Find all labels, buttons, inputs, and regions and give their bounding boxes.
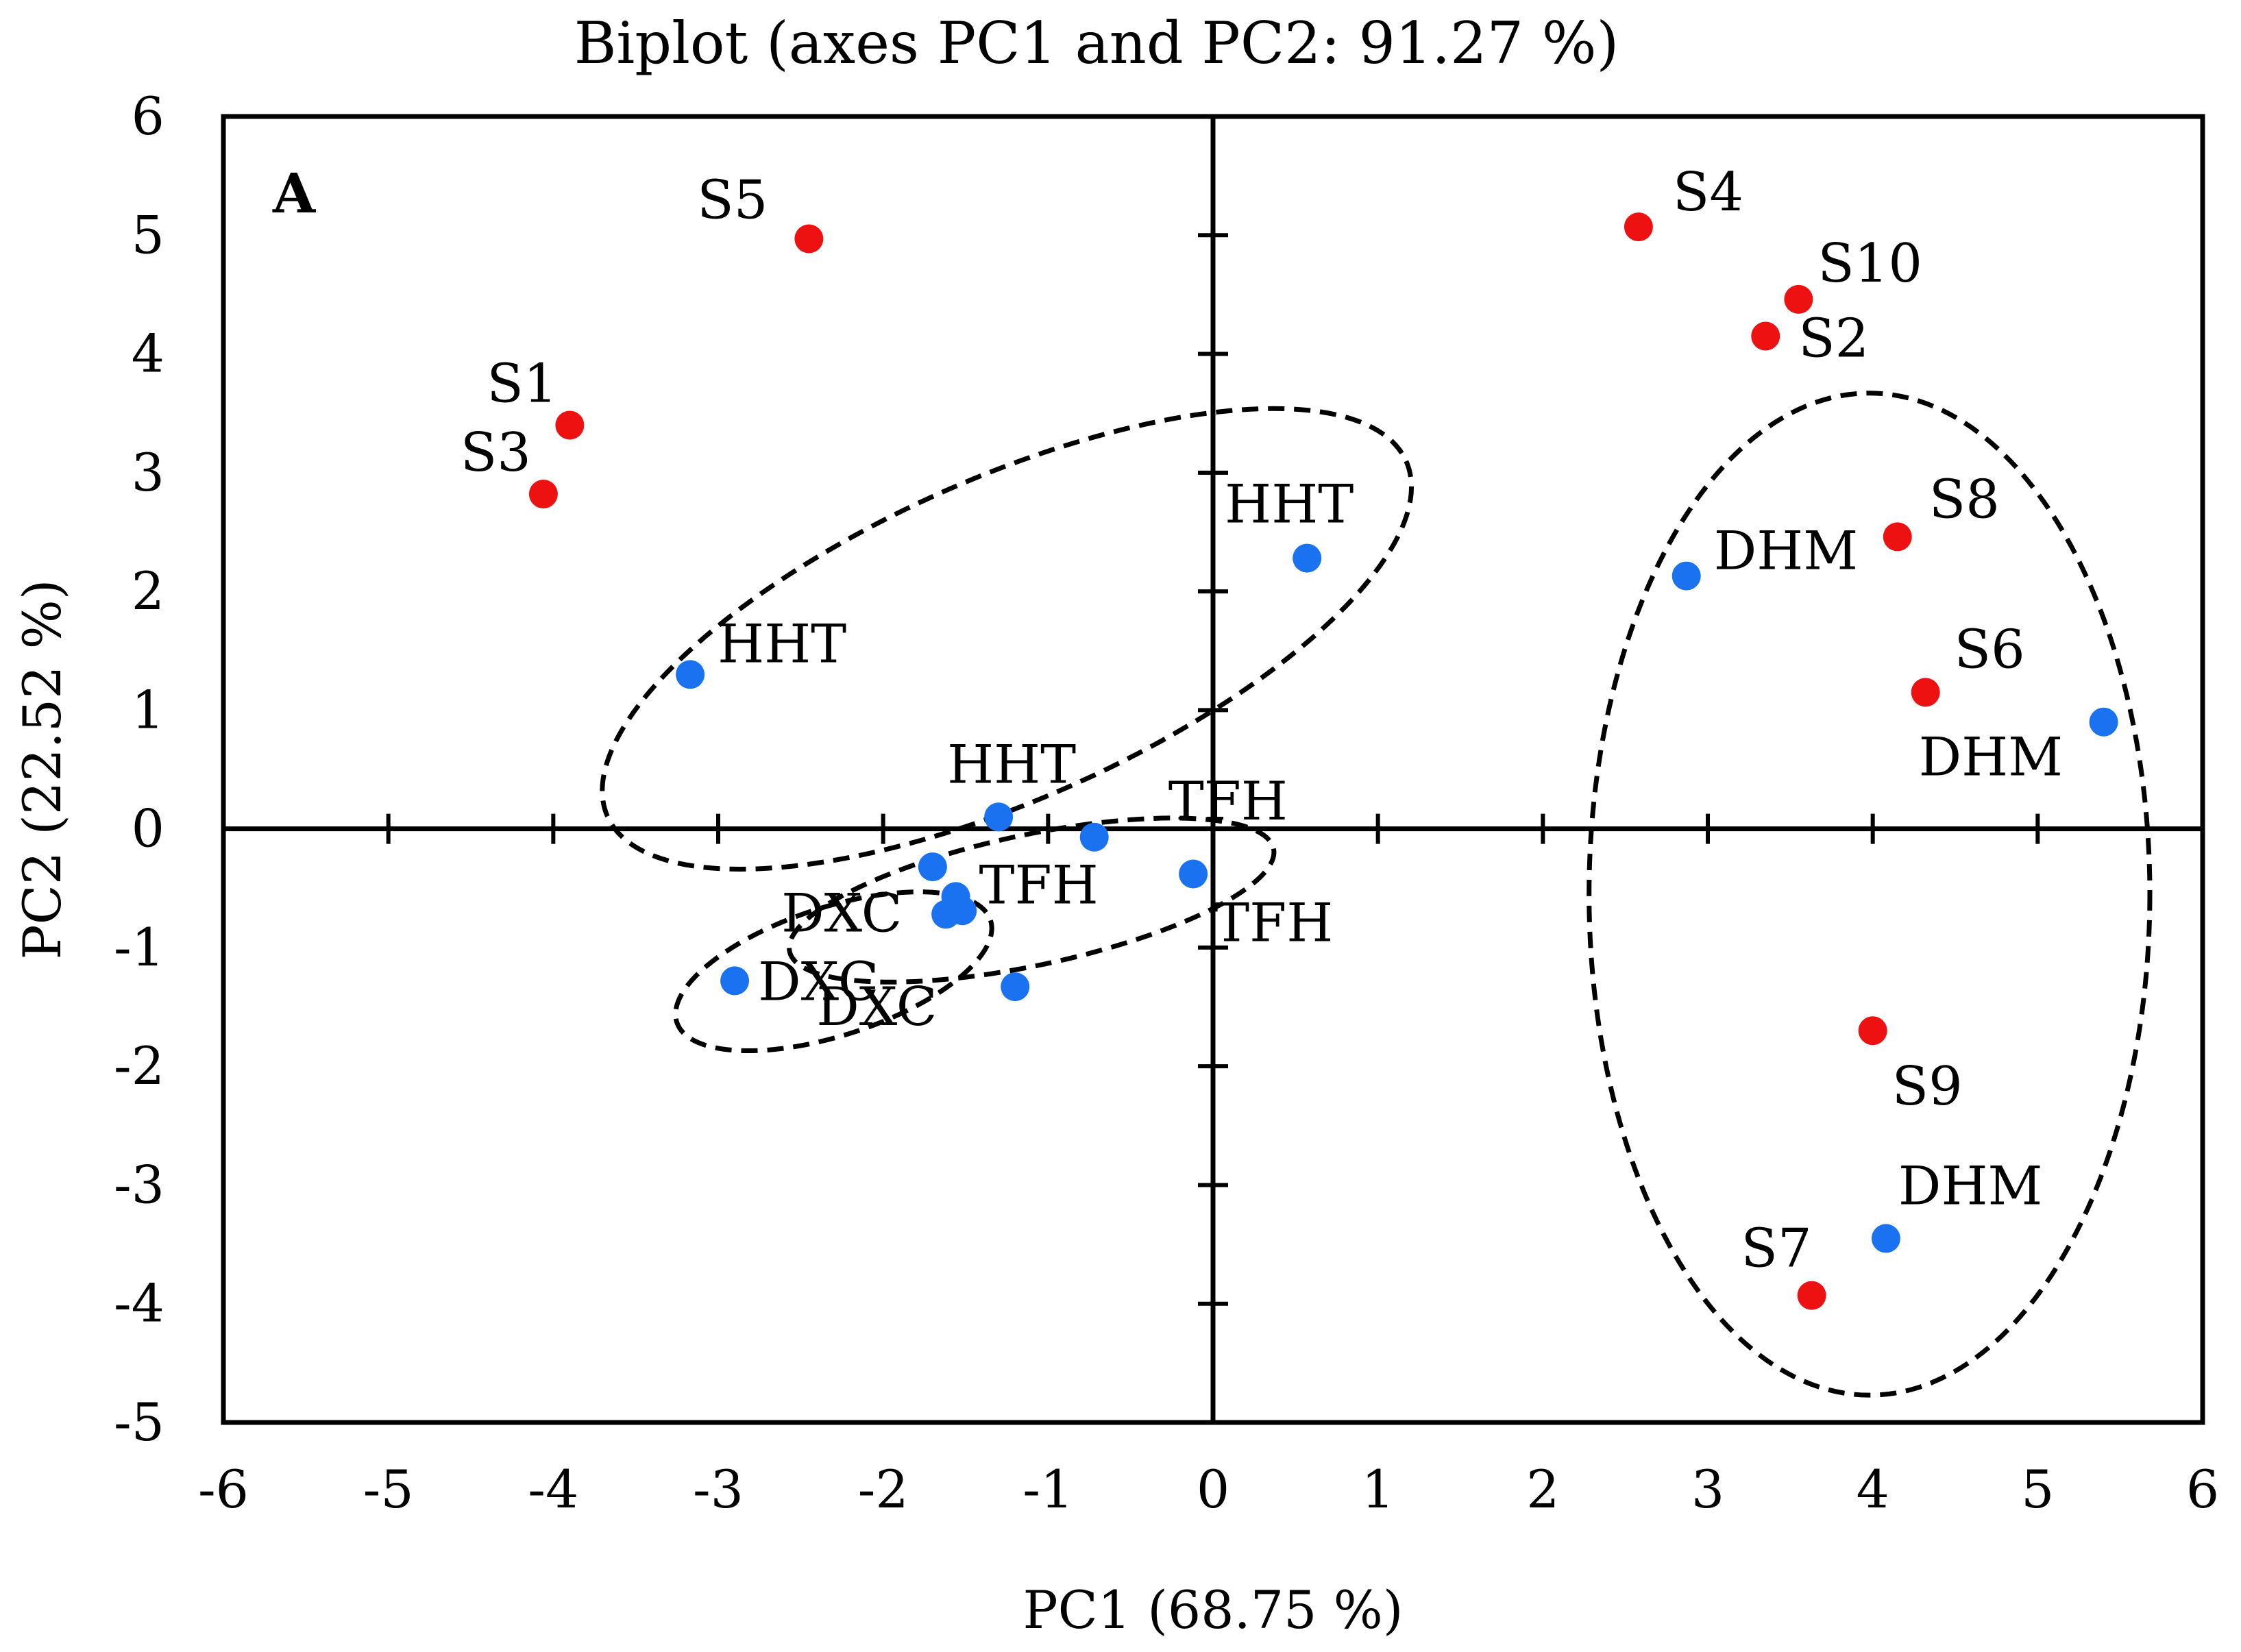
x-tick-label: 6 xyxy=(2186,1459,2219,1520)
ellipse-dhm xyxy=(1587,391,2153,1398)
variable-label: TFH xyxy=(1168,771,1288,833)
variable-point-dxc xyxy=(931,900,961,929)
x-tick-label: 4 xyxy=(1856,1459,1889,1520)
variable-point-tfh xyxy=(1179,859,1208,889)
x-tick-label: 3 xyxy=(1691,1459,1724,1520)
sample-label: S4 xyxy=(1673,162,1743,223)
variable-point-dhm xyxy=(1671,561,1701,591)
y-tick-label: 4 xyxy=(132,323,164,384)
variable-point-tfh xyxy=(1079,822,1109,852)
y-tick-label: 0 xyxy=(132,798,164,859)
variable-point-dhm xyxy=(2089,707,2118,737)
point-labels: S5 S1 S3 S4 S10 S2 S8 S6 S9 S7 HHT HHT HHT TFH TFH TFH D… xyxy=(461,162,2063,1279)
variable-point-hht xyxy=(1293,543,1322,573)
y-tick-label: -5 xyxy=(114,1392,164,1453)
sample-point-s5 xyxy=(794,224,824,254)
chart-title: Biplot (axes PC1 and PC2: 91.27 %) xyxy=(574,10,1619,77)
ellipse-dxc xyxy=(673,889,994,1054)
variable-label: DXC xyxy=(781,883,902,944)
y-tick-label: -3 xyxy=(114,1154,164,1215)
variable-label: DXC xyxy=(758,951,879,1013)
sample-label: S6 xyxy=(1955,619,2025,680)
variable-point-dxc xyxy=(1001,972,1030,1002)
y-tick-label: -2 xyxy=(114,1035,164,1096)
sample-point-s10 xyxy=(1784,284,1813,314)
y-tick-label: 3 xyxy=(132,442,164,503)
variable-label: DHM xyxy=(1919,727,2063,789)
y-tick-label: 2 xyxy=(132,560,164,621)
variable-label: DHM xyxy=(1898,1155,2042,1217)
variable-label: HHT xyxy=(947,734,1076,796)
zero-axes xyxy=(223,116,2203,1422)
sample-label: S9 xyxy=(1892,1056,1963,1118)
sample-label: S7 xyxy=(1741,1218,1812,1280)
y-tick-label: -4 xyxy=(114,1273,164,1334)
sample-point-s9 xyxy=(1858,1016,1887,1046)
variable-label: HHT xyxy=(718,613,846,675)
sample-label: S3 xyxy=(461,422,531,484)
x-tick-label: -6 xyxy=(198,1459,249,1520)
y-tick-label: -1 xyxy=(114,917,164,978)
variable-label: TFH xyxy=(1214,892,1333,954)
sample-label: S10 xyxy=(1817,233,1922,295)
sample-point-s2 xyxy=(1751,321,1780,351)
x-tick-label: -4 xyxy=(528,1459,578,1520)
sample-point-s4 xyxy=(1624,212,1653,242)
x-tick-label: -5 xyxy=(363,1459,414,1520)
variable-point-hht xyxy=(984,802,1014,832)
sample-point-s6 xyxy=(1911,678,1940,707)
variable-point-dhm xyxy=(1871,1224,1900,1253)
confidence-ellipses xyxy=(600,391,2153,1398)
x-tick-label: 5 xyxy=(2021,1459,2054,1520)
variable-label: TFH xyxy=(979,854,1099,916)
x-tick-label: 0 xyxy=(1197,1459,1229,1520)
y-tick-label: 1 xyxy=(132,679,164,740)
variable-point-dxc xyxy=(720,966,750,996)
panel-label: A xyxy=(272,161,316,225)
y-tick-label: 5 xyxy=(132,204,164,265)
x-tick-label: 2 xyxy=(1526,1459,1559,1520)
variable-label: DXC xyxy=(816,976,937,1038)
sample-label: S8 xyxy=(1929,469,2000,530)
variable-label: HHT xyxy=(1225,474,1354,536)
sample-label: S5 xyxy=(697,169,768,231)
sample-point-s1 xyxy=(555,410,585,440)
y-axis-ticks: -5 -4 -3 -2 -1 0 1 2 3 4 5 6 xyxy=(114,86,1228,1453)
x-axis-ticks: -6 -5 -4 -3 -2 -1 0 1 2 3 4 5 6 xyxy=(198,813,2219,1520)
y-tick-label: 6 xyxy=(132,86,164,147)
x-tick-label: -2 xyxy=(858,1459,909,1520)
x-axis-title: PC1 (68.75 %) xyxy=(1022,1579,1403,1640)
sample-label: S1 xyxy=(487,354,557,415)
x-tick-label: -1 xyxy=(1022,1459,1073,1520)
sample-point-s8 xyxy=(1883,522,1912,552)
y-axis-title: PC2 (22.52 %) xyxy=(12,579,73,959)
x-tick-label: -3 xyxy=(693,1459,744,1520)
x-tick-label: 1 xyxy=(1361,1459,1394,1520)
sample-label: S2 xyxy=(1798,308,1869,370)
variable-label: DHM xyxy=(1714,521,1858,582)
variable-point-hht xyxy=(676,660,705,689)
data-points xyxy=(528,212,2118,1310)
sample-point-s3 xyxy=(528,480,558,509)
ellipse-tfh xyxy=(787,815,1277,985)
ellipse-hht xyxy=(600,406,1415,872)
sample-point-s7 xyxy=(1797,1281,1826,1310)
variable-point-unlabeled xyxy=(918,852,947,882)
